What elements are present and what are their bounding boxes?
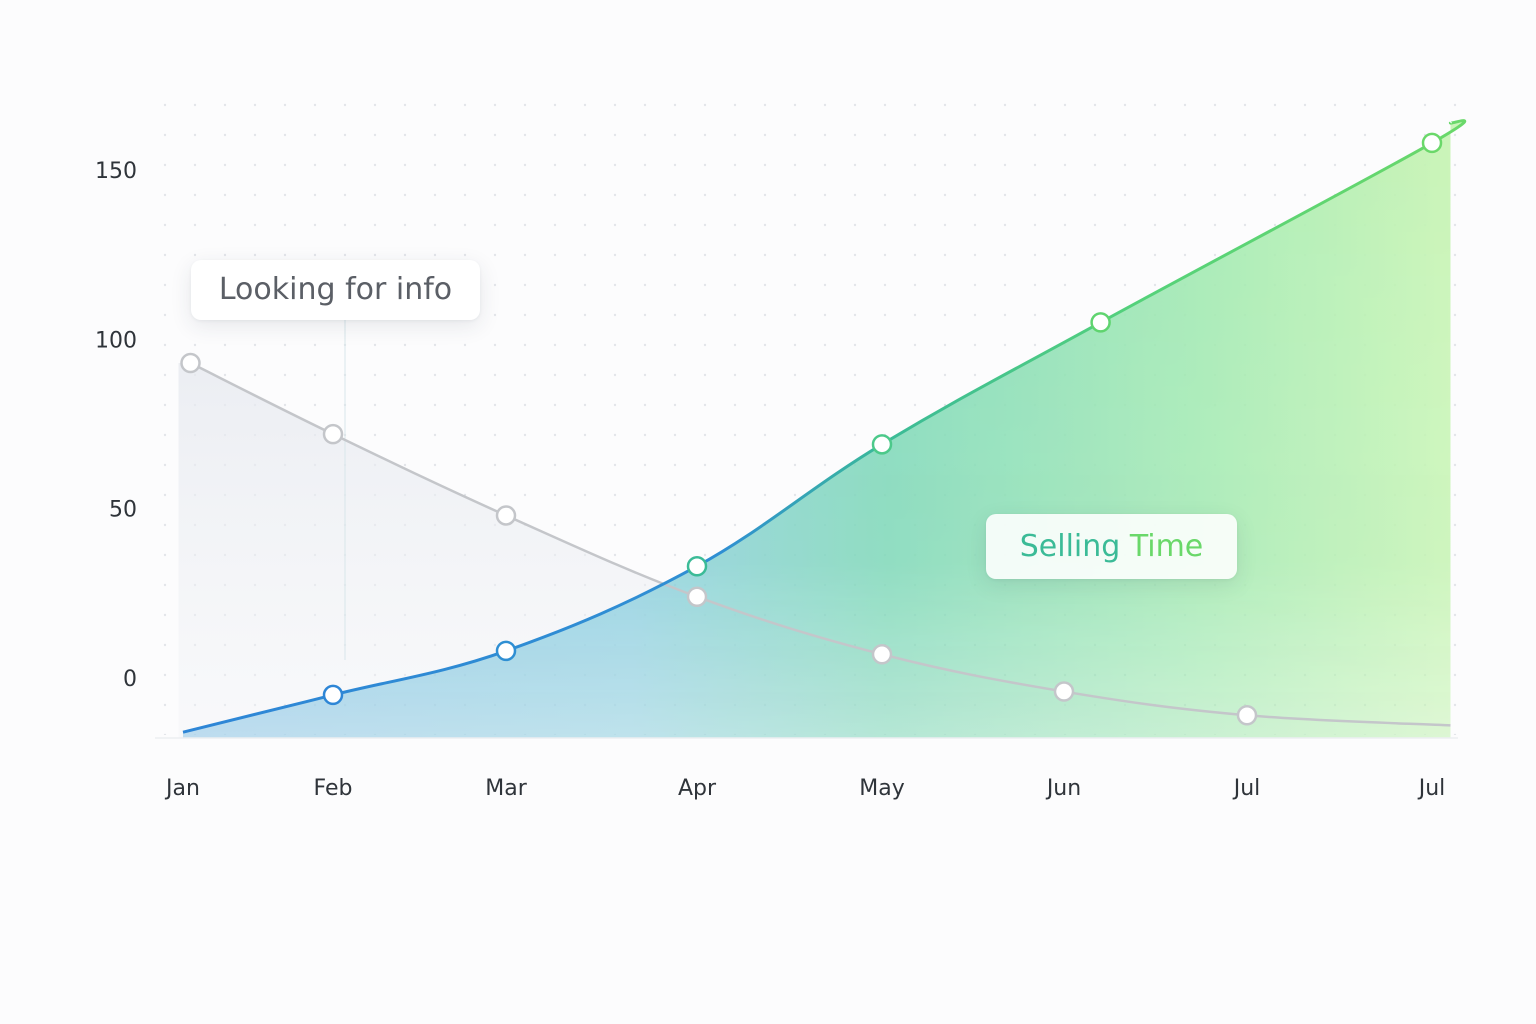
looking-for-info-point-3 <box>495 505 517 526</box>
selling-time-point-2 <box>495 640 517 662</box>
looking-for-info-callout: Looking for info <box>191 260 480 320</box>
y-tick-label: 50 <box>109 498 137 523</box>
x-tick-label: Jun <box>1045 776 1081 801</box>
x-tick-label: Apr <box>678 776 717 801</box>
y-tick-label: 0 <box>123 667 137 692</box>
selling-time-point-1 <box>322 684 344 706</box>
x-tick-label: Jul <box>1232 776 1261 801</box>
selling-time-point-5 <box>1090 312 1111 333</box>
x-tick-label: Jan <box>164 776 200 801</box>
looking-for-info-point-6 <box>1053 681 1075 702</box>
looking-for-info-point-2 <box>322 423 344 445</box>
x-tick-label: Jul <box>1417 776 1446 801</box>
y-tick-label: 100 <box>95 328 137 353</box>
looking-for-info-point-7 <box>1236 705 1258 726</box>
selling-time-callout-word-2: Time <box>1129 529 1204 564</box>
selling-time-point-3 <box>686 555 708 577</box>
selling-time-callout-word-1: Selling <box>1019 529 1121 564</box>
selling-time-line <box>182 119 1467 734</box>
looking-for-info-area <box>178 363 1451 738</box>
y-tick-label: 150 <box>95 159 137 184</box>
looking-for-info-line <box>189 361 1451 727</box>
x-tick-label: May <box>859 776 904 801</box>
selling-time-point-6 <box>1421 132 1443 154</box>
x-tick-label: Feb <box>314 776 353 801</box>
looking-for-info-point-4 <box>686 586 708 607</box>
selling-time-callout: Selling Time <box>986 514 1237 579</box>
selling-time-point-4 <box>871 434 893 455</box>
x-tick-label: Mar <box>485 776 527 801</box>
selling-time-area <box>183 120 1465 739</box>
looking-for-info-point-1 <box>180 352 201 374</box>
looking-for-info-point-5 <box>871 644 893 665</box>
